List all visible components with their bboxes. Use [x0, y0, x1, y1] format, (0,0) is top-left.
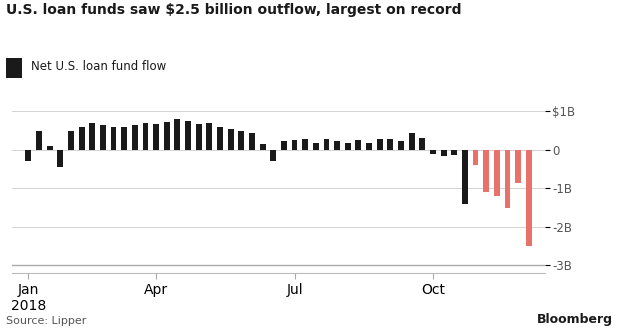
Bar [483, 150, 489, 192]
Text: Bloomberg: Bloomberg [537, 313, 613, 326]
Bar [334, 142, 340, 150]
Bar [36, 131, 42, 150]
Bar [409, 133, 415, 150]
Bar [355, 140, 361, 150]
Bar [504, 150, 511, 208]
Bar [185, 121, 191, 150]
Bar [206, 123, 212, 150]
Bar [419, 139, 425, 150]
Bar [25, 150, 32, 162]
Bar [249, 133, 255, 150]
Bar [153, 124, 159, 150]
Bar [451, 150, 457, 155]
Bar [79, 127, 85, 150]
Bar [302, 139, 308, 150]
Bar [472, 150, 478, 165]
Bar [196, 124, 202, 150]
Bar [46, 146, 53, 150]
Bar [441, 150, 446, 156]
Text: Source: Lipper: Source: Lipper [6, 316, 87, 326]
Bar [58, 150, 63, 167]
Bar [366, 143, 372, 150]
Bar [271, 150, 276, 162]
Bar [89, 123, 95, 150]
Bar [164, 122, 170, 150]
Bar [142, 123, 149, 150]
Bar [228, 129, 233, 150]
Bar [111, 127, 116, 150]
Bar [281, 142, 287, 150]
Bar [121, 127, 127, 150]
Bar [175, 119, 180, 150]
Bar [430, 150, 436, 154]
Bar [515, 150, 521, 182]
Bar [324, 139, 329, 150]
Text: U.S. loan funds saw $2.5 billion outflow, largest on record: U.S. loan funds saw $2.5 billion outflow… [6, 3, 462, 17]
Bar [100, 125, 106, 150]
Bar [68, 131, 74, 150]
Bar [313, 143, 319, 150]
Bar [526, 150, 532, 246]
Bar [345, 143, 351, 150]
Bar [377, 139, 383, 150]
Bar [132, 125, 138, 150]
Bar [387, 139, 393, 150]
Bar [217, 127, 223, 150]
Bar [292, 140, 298, 150]
Bar [494, 150, 500, 196]
Bar [462, 150, 468, 204]
Bar [238, 131, 245, 150]
Bar [259, 144, 266, 150]
Text: Net U.S. loan fund flow: Net U.S. loan fund flow [31, 60, 166, 73]
Bar [398, 142, 404, 150]
